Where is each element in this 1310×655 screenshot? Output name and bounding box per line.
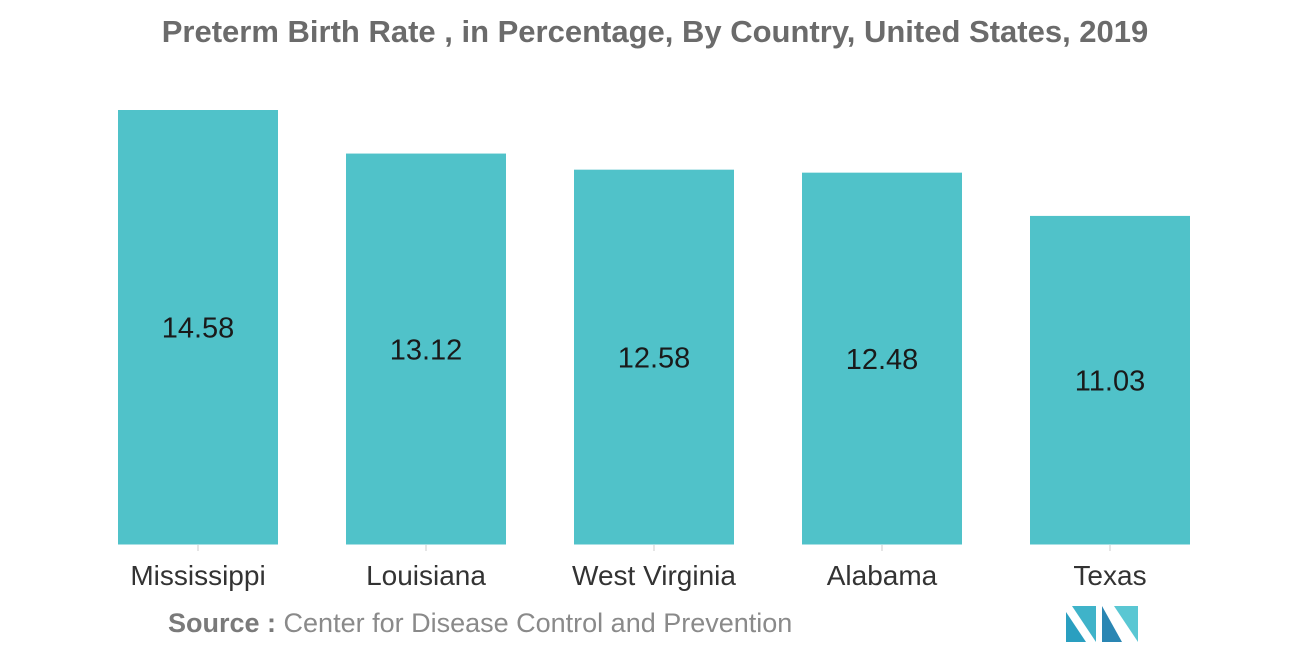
- data-label: 12.48: [846, 344, 919, 376]
- bar-mississippi: [118, 110, 278, 545]
- bars-group: [118, 110, 1190, 545]
- bar-texas: [1030, 215, 1190, 545]
- source-note: Source : Center for Disease Control and …: [168, 608, 792, 639]
- bar-louisiana: [346, 153, 506, 545]
- category-label: West Virginia: [572, 560, 736, 591]
- category-label: Alabama: [827, 560, 938, 591]
- bar-alabama: [802, 172, 962, 545]
- category-label: Mississippi: [130, 560, 265, 591]
- source-label: Source :: [168, 608, 277, 638]
- category-label: Louisiana: [366, 560, 486, 591]
- chart-title: Preterm Birth Rate , in Percentage, By C…: [161, 14, 1149, 49]
- category-label: Texas: [1073, 560, 1146, 591]
- category-labels-group: Mississippi Louisiana West Virginia Alabama…: [130, 560, 1146, 591]
- data-label: 12.58: [618, 342, 691, 374]
- source-text: Center for Disease Control and Preventio…: [283, 608, 793, 638]
- data-label: 11.03: [1075, 365, 1145, 397]
- data-label: 14.58: [162, 313, 235, 345]
- data-label: 13.12: [390, 334, 463, 366]
- data-labels-group: 14.58 13.12 12.58 12.48 11.03: [162, 313, 1146, 398]
- brand-logo-icon: [1066, 606, 1138, 642]
- bar-west-virginia: [574, 169, 734, 545]
- x-ticks-group: [197, 545, 1111, 551]
